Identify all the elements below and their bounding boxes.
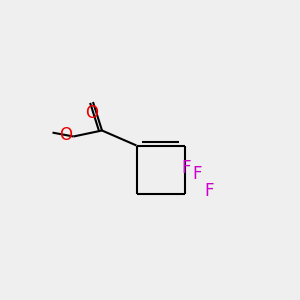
Text: O: O: [59, 126, 72, 144]
Text: F: F: [192, 165, 202, 183]
Text: F: F: [204, 182, 214, 200]
Text: O: O: [85, 103, 98, 122]
Text: F: F: [181, 159, 191, 177]
